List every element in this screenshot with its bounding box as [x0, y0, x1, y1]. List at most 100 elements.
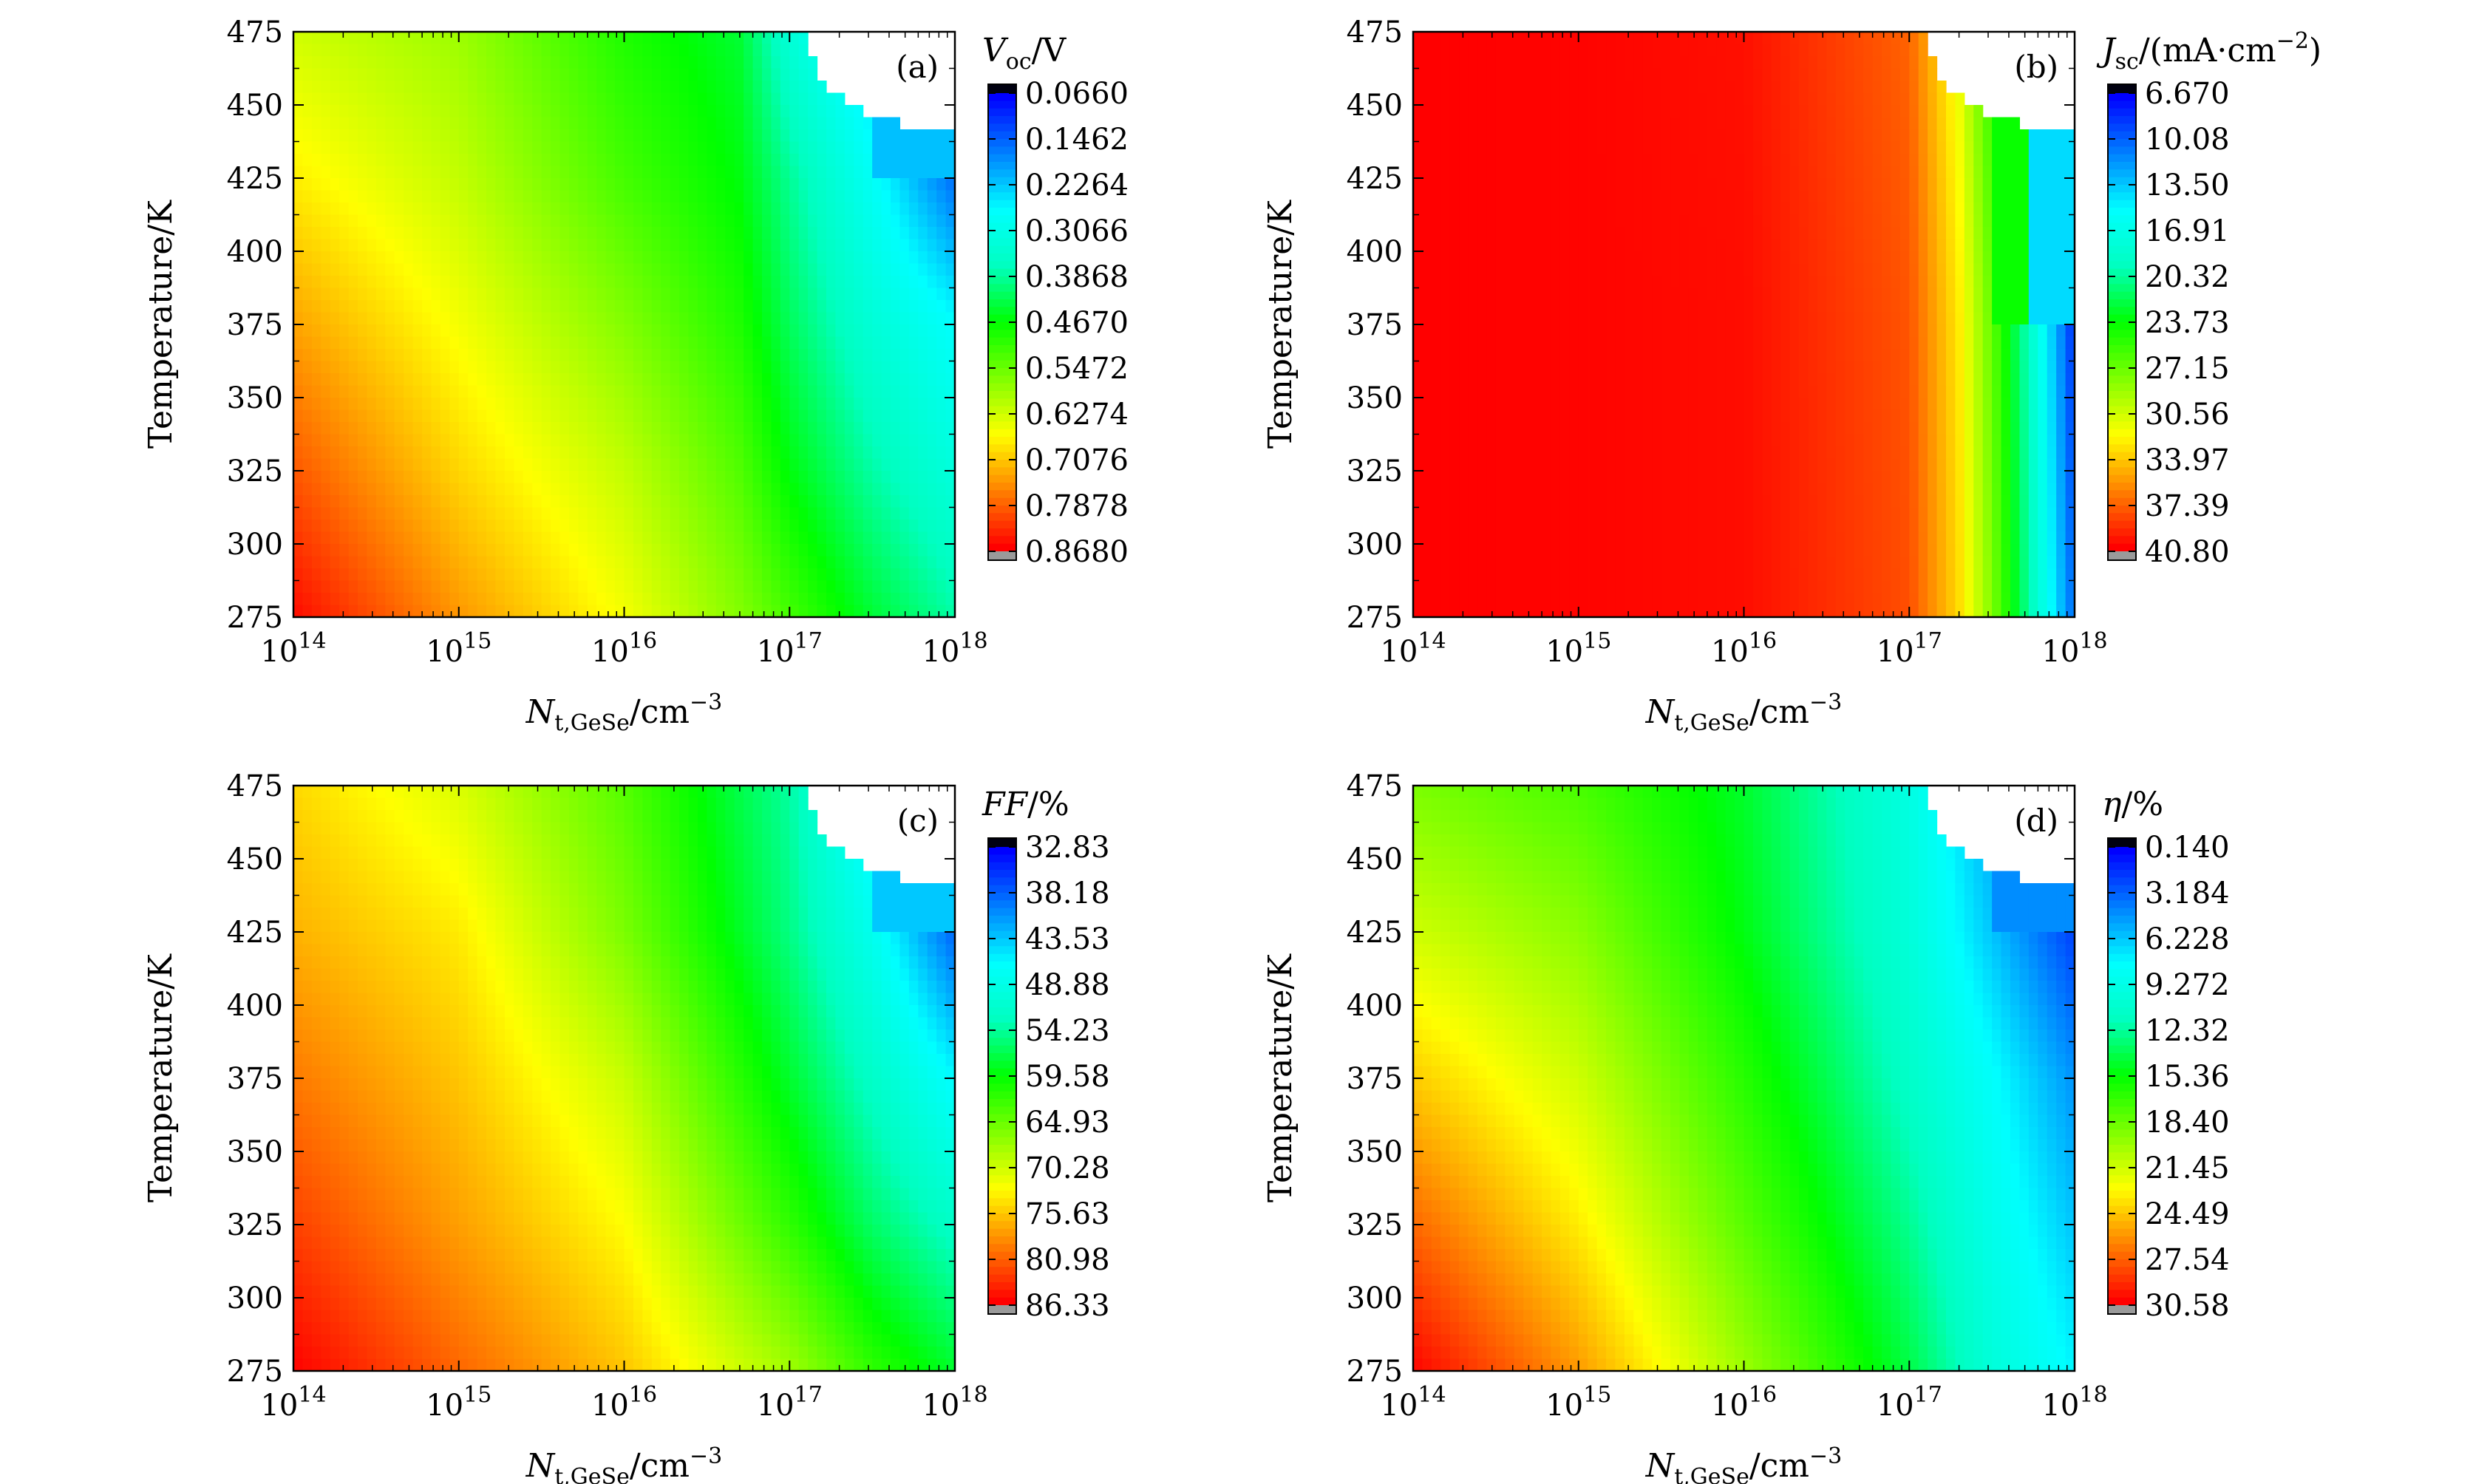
- heatmap-cell: [1835, 117, 1846, 130]
- heatmap-cell: [1909, 214, 1919, 228]
- heatmap-cell: [440, 422, 450, 435]
- heatmap-cell: [587, 166, 597, 179]
- heatmap-cell: [872, 263, 882, 276]
- heatmap-cell: [1744, 68, 1754, 81]
- heatmap-cell: [568, 202, 579, 216]
- heatmap-cell: [339, 141, 350, 154]
- heatmap-cell: [918, 263, 928, 276]
- heatmap-cell: [321, 495, 331, 508]
- heatmap-cell: [422, 312, 432, 325]
- heatmap-cell: [330, 520, 340, 533]
- heatmap-cell: [551, 446, 561, 460]
- heatmap-cell: [761, 531, 772, 545]
- heatmap-cell: [744, 239, 754, 252]
- heatmap-cell: [504, 32, 514, 45]
- heatmap-cell: [744, 141, 754, 154]
- heatmap-cell: [725, 349, 735, 362]
- heatmap-cell: [541, 166, 551, 179]
- heatmap-cell: [642, 202, 653, 216]
- heatmap-cell: [1698, 166, 1708, 179]
- heatmap-cell: [578, 361, 588, 374]
- heatmap-cell: [486, 251, 497, 265]
- heatmap-cell: [752, 239, 763, 252]
- heatmap-cell: [817, 117, 827, 130]
- heatmap-cell: [817, 458, 827, 472]
- heatmap-cell: [761, 385, 772, 398]
- heatmap-cell: [578, 92, 588, 106]
- heatmap-cell: [375, 190, 386, 203]
- heatmap-cell: [587, 568, 597, 582]
- heatmap-cell: [578, 507, 588, 520]
- heatmap-cell: [1698, 251, 1708, 265]
- heatmap-cell: [707, 531, 717, 545]
- heatmap-cell: [844, 141, 854, 154]
- heatmap-cell: [1688, 44, 1698, 57]
- heatmap-cell: [808, 471, 818, 484]
- heatmap-cell: [477, 105, 487, 118]
- heatmap-cell: [367, 178, 377, 191]
- heatmap-cell: [890, 568, 901, 582]
- heatmap-cell: [1440, 68, 1451, 81]
- heatmap-cell: [761, 507, 772, 520]
- heatmap-cell: [587, 214, 597, 228]
- heatmap-cell: [596, 68, 607, 81]
- heatmap-cell: [670, 556, 680, 569]
- heatmap-cell: [715, 129, 726, 143]
- heatmap-cell: [1899, 276, 1910, 289]
- heatmap-cell: [688, 593, 698, 606]
- heatmap-cell: [1486, 287, 1497, 301]
- heatmap-cell: [1854, 178, 1864, 191]
- heatmap-cell: [1817, 202, 1827, 216]
- heatmap-cell: [339, 568, 350, 582]
- heatmap-cell: [789, 373, 800, 387]
- heatmap-cell: [651, 105, 661, 118]
- heatmap-cell: [651, 154, 661, 167]
- heatmap-cell: [1928, 92, 1938, 106]
- heatmap-cell: [1992, 178, 2002, 191]
- heatmap-cell: [908, 593, 919, 606]
- heatmap-cell: [624, 593, 634, 606]
- heatmap-cell: [495, 227, 506, 240]
- heatmap-cell: [1881, 202, 1891, 216]
- heatmap-cell: [375, 287, 386, 301]
- heatmap-cell: [449, 68, 460, 81]
- heatmap-cell: [431, 166, 441, 179]
- heatmap-cell: [1780, 276, 1791, 289]
- heatmap-cell: [789, 105, 800, 118]
- heatmap-cell: [789, 361, 800, 374]
- heatmap-cell: [927, 214, 937, 228]
- heatmap-cell: [624, 166, 634, 179]
- heatmap-cell: [422, 105, 432, 118]
- heatmap-cell: [2010, 117, 2021, 130]
- heatmap-cell: [908, 520, 919, 533]
- heatmap-cell: [404, 544, 414, 557]
- colorbar-title: Voc/V: [982, 32, 1067, 75]
- heatmap-cell: [1486, 44, 1497, 57]
- heatmap-cell: [1854, 227, 1864, 240]
- heatmap-cell: [578, 56, 588, 69]
- heatmap-cell: [1624, 190, 1634, 203]
- heatmap-cell: [1542, 166, 1552, 179]
- heatmap-cell: [578, 214, 588, 228]
- heatmap-cell: [615, 117, 625, 130]
- heatmap-cell: [339, 92, 350, 106]
- heatmap-cell: [688, 227, 698, 240]
- heatmap-cell: [844, 154, 854, 167]
- heatmap-cell: [734, 141, 744, 154]
- heatmap-cell: [918, 446, 928, 460]
- heatmap-cell: [1495, 81, 1506, 94]
- heatmap-cell: [1789, 105, 1800, 118]
- heatmap-cell: [468, 361, 478, 374]
- heatmap-cell: [1559, 141, 1570, 154]
- heatmap-cell: [568, 68, 579, 81]
- heatmap-cell: [707, 263, 717, 276]
- heatmap-cell: [486, 336, 497, 350]
- heatmap-cell: [587, 263, 597, 276]
- heatmap-cell: [477, 446, 487, 460]
- heatmap-cell: [431, 300, 441, 313]
- heatmap-cell: [523, 166, 533, 179]
- heatmap-cell: [826, 239, 836, 252]
- heatmap-cell: [2038, 239, 2048, 252]
- heatmap-cell: [321, 81, 331, 94]
- heatmap-cell: [2047, 178, 2057, 191]
